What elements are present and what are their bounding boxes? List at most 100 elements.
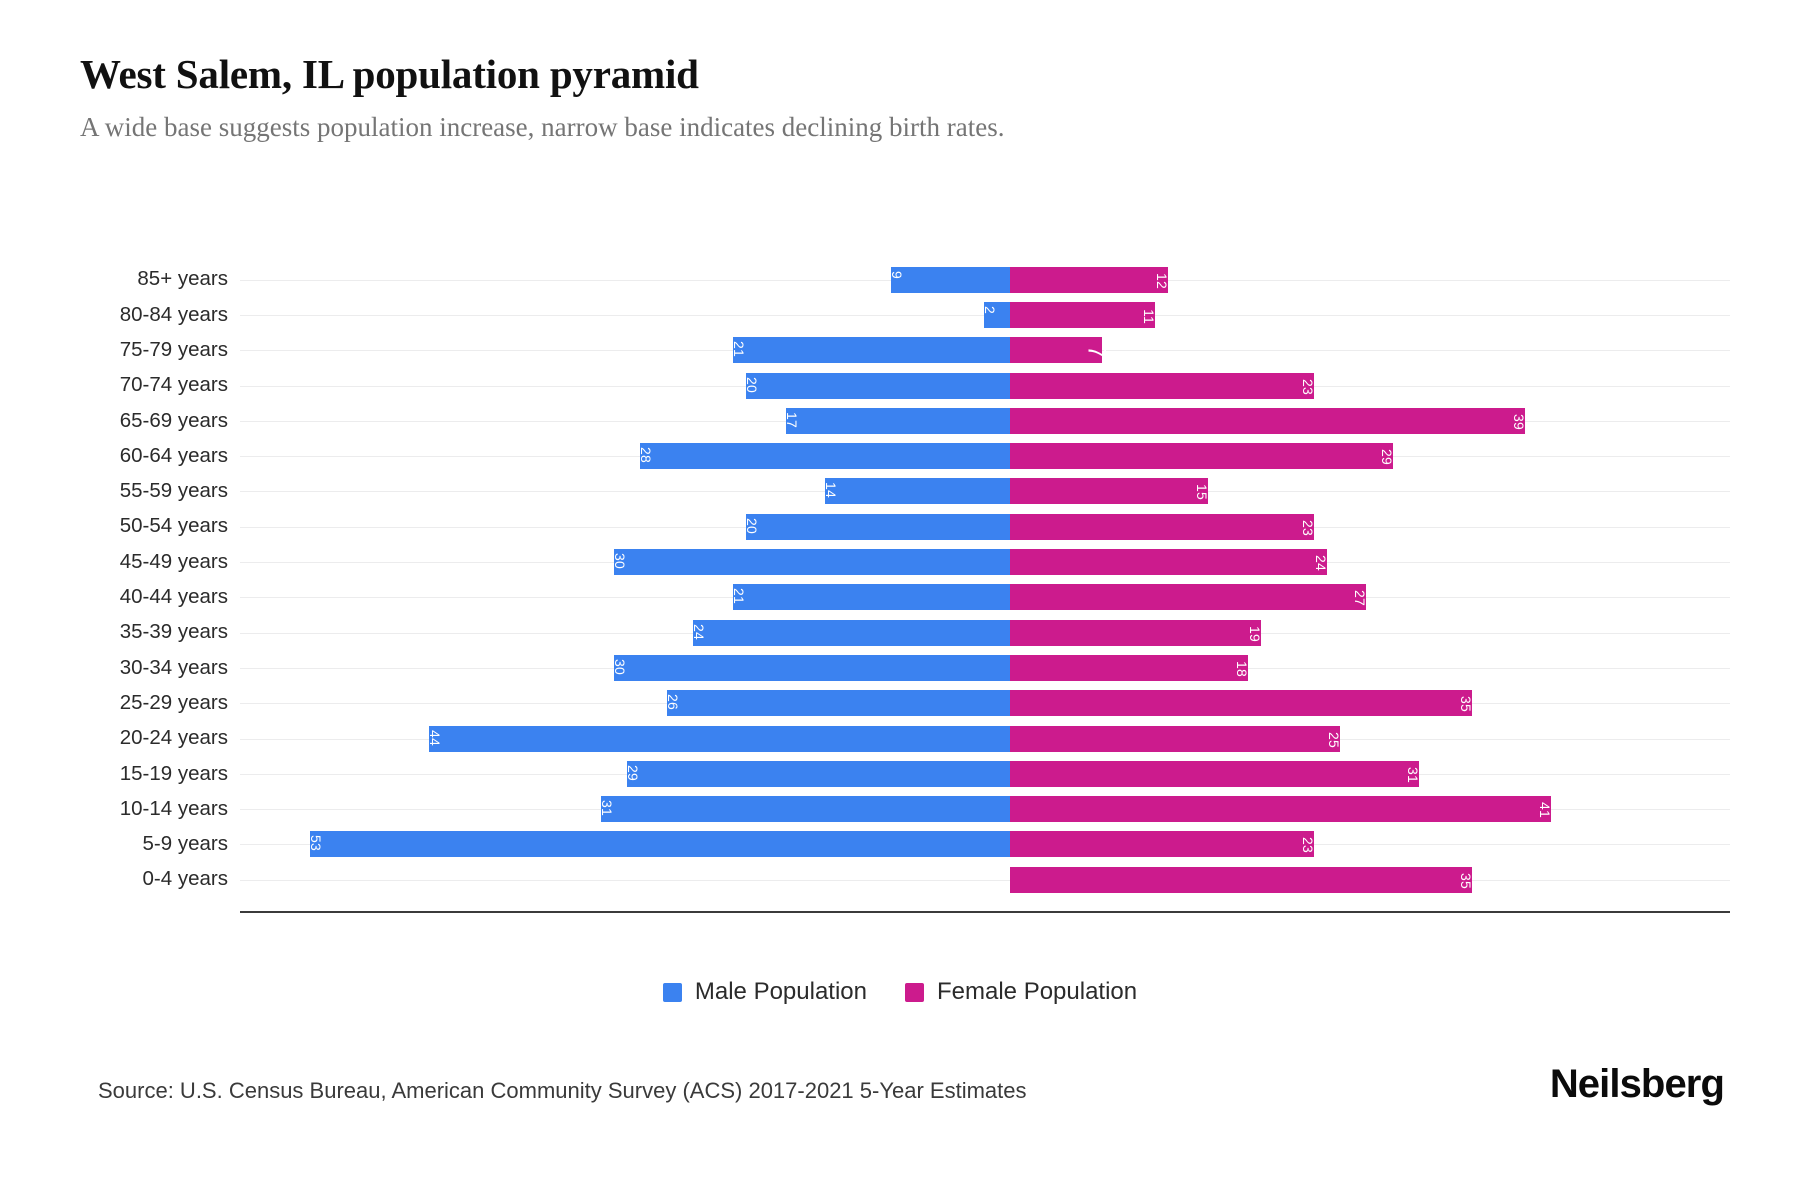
bar-male[interactable]: 53 [308,831,1010,858]
bar-value-male: 31 [598,800,615,817]
bar-female[interactable]: 31 [1010,760,1422,787]
bar-male[interactable]: 31 [598,796,1010,823]
bar-value-female: 31 [1405,766,1422,783]
bar-male[interactable]: 26 [665,690,1010,717]
bar-value-female: 11 [1141,309,1158,324]
age-group-label: 10-14 years [119,796,228,820]
bar-female[interactable]: 25 [1010,725,1342,752]
bar-value-male: 21 [730,588,747,605]
row-track: 21 7 [240,333,1730,368]
bar-female[interactable]: 23 [1010,372,1316,399]
age-group-label: 35-39 years [119,620,228,644]
age-group-label: 25-29 years [119,690,228,714]
bar-female[interactable]: 23 [1010,513,1316,540]
bar-value-female: 15 [1194,484,1210,501]
x-axis-line [240,911,1730,913]
bar-value-female: 23 [1299,519,1316,536]
pyramid-row: 80-84 years 2 11 [80,297,1730,332]
bar-male[interactable]: 21 [730,584,1010,611]
age-group-label: 45-49 years [119,549,228,573]
age-group-label: 80-84 years [119,302,228,326]
bar-male[interactable]: 9 [889,266,1010,293]
pyramid-row: 25-29 years 26 35 [80,686,1730,721]
brand-logo: Neilsberg [1549,1062,1725,1106]
bar-female[interactable]: 35 [1010,866,1474,893]
bar-male[interactable]: 21 [730,337,1010,364]
bar-value-male: 20 [744,376,760,393]
bar-male[interactable]: 29 [625,760,1010,787]
row-track: 44 25 [240,721,1730,756]
bar-value-male: 30 [612,658,628,675]
bar-female[interactable]: 27 [1010,584,1369,611]
bar-male[interactable]: 44 [427,725,1010,752]
bar-male[interactable]: 14 [823,478,1010,505]
bar-value-female: 7 [1082,345,1111,360]
bar-female[interactable]: 19 [1010,619,1263,646]
bar-value-male: 21 [730,341,747,358]
gridline [240,879,1730,881]
bar-female[interactable]: 11 [1010,301,1158,328]
pyramid-row: 5-9 years 53 23 [80,827,1730,862]
bar-value-male: 44 [427,729,444,746]
pyramid-row: 70-74 years 20 23 [80,368,1730,403]
legend-item-female[interactable]: Female Population [905,980,1137,1004]
bar-value-female: 23 [1299,837,1316,854]
pyramid-row: 10-14 years 31 41 [80,791,1730,826]
bar-female[interactable]: 18 [1010,654,1250,681]
bar-female[interactable]: 15 [1010,478,1210,505]
bar-male[interactable]: 24 [691,619,1010,646]
bar-value-male: 29 [625,764,642,781]
bar-value-male: 24 [691,623,708,640]
bar-value-female: 41 [1537,802,1554,819]
page-subtitle: A wide base suggests population increase… [80,111,1005,142]
age-group-label: 20-24 years [119,726,228,750]
bar-female[interactable]: 7 [1010,337,1111,364]
bar-value-female: 39 [1510,413,1527,430]
bar-value-male: 9 [889,270,906,279]
bar-male[interactable]: 20 [744,513,1010,540]
bar-value-male: 28 [638,447,655,464]
bar-female[interactable]: 39 [1010,407,1527,434]
row-track: 20 23 [240,509,1730,544]
row-track: 29 31 [240,756,1730,791]
age-group-label: 65-69 years [119,408,228,432]
bar-value-female: 23 [1299,378,1316,395]
bar-male[interactable]: 2 [982,301,1010,328]
source-note: Source: U.S. Census Bureau, American Com… [98,1078,1027,1103]
bar-value-female: 24 [1312,555,1329,572]
bar-male[interactable]: 30 [612,549,1010,576]
bar-male[interactable]: 17 [784,407,1010,434]
pyramid-row: 30-34 years 30 18 [80,650,1730,685]
legend-label-male: Male Population [694,978,867,1005]
bar-female[interactable]: 12 [1010,266,1170,293]
bar-male[interactable]: 28 [638,443,1010,470]
bar-female[interactable]: 41 [1010,796,1554,823]
pyramid-rows: 85+ years 9 12 80-84 years 2 11 75-79 years 21 7… [80,262,1730,897]
row-track: 24 19 [240,615,1730,650]
bar-female[interactable]: 23 [1010,831,1316,858]
bar-female[interactable]: 35 [1010,690,1474,717]
pyramid-row: 60-64 years 28 29 [80,438,1730,473]
row-track: 35 [240,862,1730,897]
pyramid-row: 75-79 years 21 7 [80,333,1730,368]
legend-item-male[interactable]: Male Population [662,978,867,1005]
bar-value-female: 25 [1326,731,1342,748]
age-group-label: 15-19 years [119,761,228,785]
pyramid-row: 50-54 years 20 23 [80,509,1730,544]
legend-swatch-male-icon [662,982,682,1002]
page-title: West Salem, IL population pyramid [80,51,699,97]
age-group-label: 75-79 years [119,337,228,361]
bar-female[interactable]: 24 [1010,549,1329,576]
bar-male[interactable]: 30 [612,654,1010,681]
bar-value-male: 30 [612,553,628,569]
pyramid-row: 45-49 years 30 24 [80,544,1730,579]
pyramid-row: 40-44 years 21 27 [80,580,1730,615]
bar-male[interactable]: 20 [744,372,1010,399]
pyramid-row: 20-24 years 44 25 [80,721,1730,756]
pyramid-row: 15-19 years 29 31 [80,756,1730,791]
bar-value-female: 27 [1352,590,1369,607]
pyramid-row: 0-4 years 35 [80,862,1730,897]
age-group-label: 85+ years [137,267,228,291]
bar-female[interactable]: 29 [1010,443,1395,470]
